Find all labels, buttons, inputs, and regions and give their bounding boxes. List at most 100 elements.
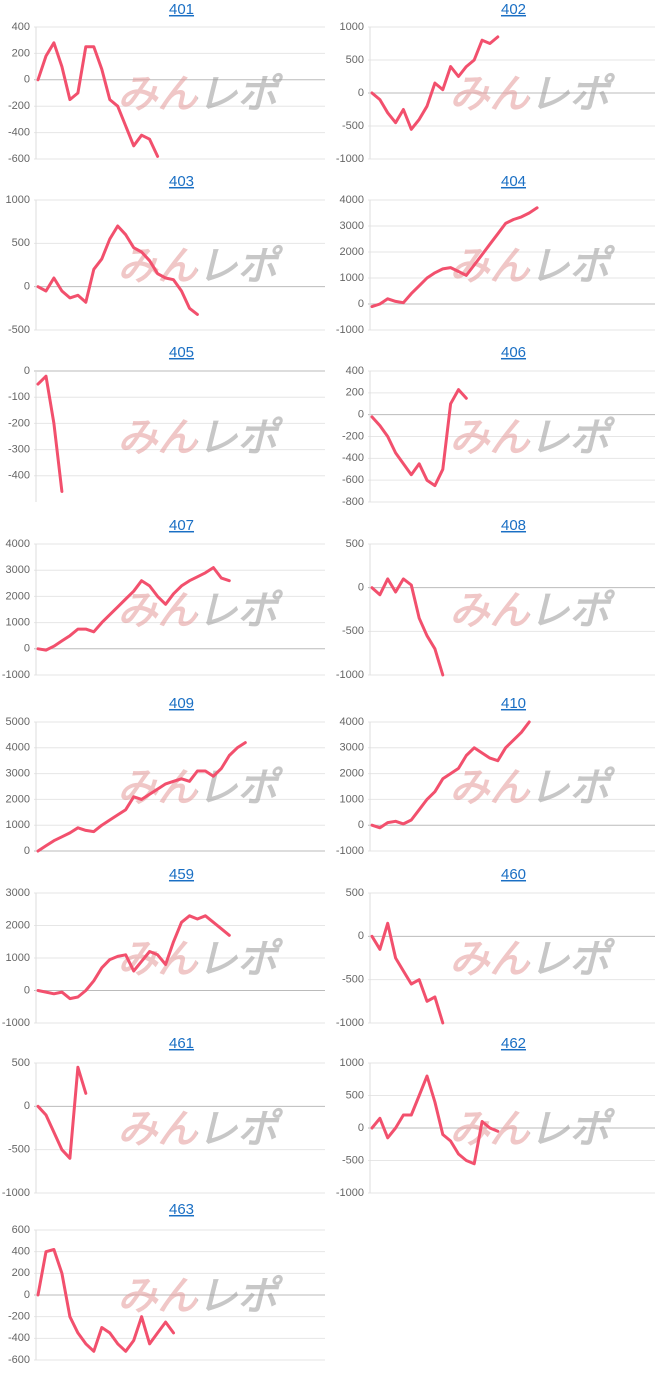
y-tick-label: 200 [12, 1267, 30, 1279]
y-tick-label: 400 [12, 1246, 30, 1258]
y-tick-label: 4000 [340, 194, 364, 206]
y-tick-label: 500 [346, 1089, 364, 1101]
y-tick-label: -1000 [336, 324, 364, 336]
chart-title[interactable]: 410 [501, 695, 526, 712]
chart-title[interactable]: 461 [169, 1035, 194, 1052]
y-tick-label: 0 [24, 281, 30, 293]
y-tick-label: 0 [358, 409, 364, 421]
y-tick-label: 1000 [6, 194, 30, 206]
y-tick-label: 2000 [340, 246, 364, 258]
y-tick-label: 1000 [340, 1057, 364, 1069]
data-line [370, 388, 468, 488]
y-tick-label: -500 [342, 1154, 364, 1166]
data-line [370, 921, 445, 1025]
y-tick-label: 0 [24, 1100, 30, 1112]
watermark: みんレポ [450, 938, 616, 982]
y-tick-label: 500 [346, 538, 364, 550]
watermark: みんレポ [118, 416, 284, 460]
y-tick-label: -1000 [336, 153, 364, 165]
watermark: みんレポ [118, 589, 284, 633]
y-tick-label: 3000 [6, 887, 30, 899]
chart-title[interactable]: 460 [501, 866, 526, 883]
data-line [36, 741, 247, 853]
y-tick-label: -500 [342, 120, 364, 132]
watermark: みんレポ [450, 73, 616, 117]
data-line [370, 720, 531, 830]
y-tick-label: 0 [358, 582, 364, 594]
y-tick-label: 3000 [340, 742, 364, 754]
y-tick-label: 1000 [340, 21, 364, 33]
y-tick-label: -1000 [336, 1187, 364, 1199]
chart-title[interactable]: 462 [501, 1035, 526, 1052]
watermark: みんレポ [450, 416, 616, 460]
y-tick-label: 1000 [6, 952, 30, 964]
y-tick-label: -1000 [336, 845, 364, 857]
chart-title[interactable]: 408 [501, 517, 526, 534]
chart-title[interactable]: 459 [169, 866, 194, 883]
y-tick-label: 500 [12, 1057, 30, 1069]
y-tick-label: 0 [358, 87, 364, 99]
y-tick-label: 500 [12, 237, 30, 249]
chart-title[interactable]: 404 [501, 173, 526, 190]
y-tick-label: -400 [8, 127, 30, 139]
y-tick-label: -1000 [2, 669, 30, 681]
y-tick-label: 200 [346, 387, 364, 399]
watermark: みんレポ [118, 245, 284, 289]
y-tick-label: 2000 [6, 590, 30, 602]
y-tick-label: 1000 [6, 617, 30, 629]
data-line [370, 1074, 500, 1166]
y-tick-label: 0 [358, 298, 364, 310]
y-tick-label: -1000 [336, 1017, 364, 1029]
y-tick-label: -500 [8, 1144, 30, 1156]
y-tick-label: -400 [8, 1332, 30, 1344]
y-tick-label: -1000 [2, 1187, 30, 1199]
y-tick-label: 4000 [6, 538, 30, 550]
y-tick-label: -400 [8, 470, 30, 482]
data-line [36, 1065, 88, 1160]
chart-title[interactable]: 407 [169, 517, 194, 534]
data-line [370, 35, 500, 131]
y-tick-label: -400 [342, 452, 364, 464]
y-tick-label: 0 [24, 643, 30, 655]
y-tick-label: 2000 [6, 793, 30, 805]
y-tick-label: 0 [358, 819, 364, 831]
watermark: みんレポ [450, 589, 616, 633]
watermark: みんレポ [118, 1108, 284, 1152]
chart-title[interactable]: 406 [501, 344, 526, 361]
watermark: みんレポ [450, 1108, 616, 1152]
data-line [36, 1248, 175, 1353]
y-tick-label: 4000 [340, 716, 364, 728]
y-tick-label: -600 [342, 474, 364, 486]
watermark: みんレポ [450, 766, 616, 810]
y-tick-label: 1000 [340, 272, 364, 284]
y-tick-label: -800 [342, 496, 364, 508]
chart-title[interactable]: 409 [169, 695, 194, 712]
y-tick-label: 5000 [6, 716, 30, 728]
y-tick-label: 200 [12, 47, 30, 59]
chart-title[interactable]: 463 [169, 1201, 194, 1218]
y-tick-label: -200 [342, 430, 364, 442]
y-tick-label: -100 [8, 391, 30, 403]
y-tick-label: -500 [342, 974, 364, 986]
y-tick-label: -500 [8, 324, 30, 336]
y-tick-label: 500 [346, 54, 364, 66]
chart-title[interactable]: 403 [169, 173, 194, 190]
watermark: みんレポ [118, 766, 284, 810]
y-tick-label: 1000 [6, 819, 30, 831]
y-tick-label: 2000 [340, 768, 364, 780]
chart-title[interactable]: 402 [501, 1, 526, 18]
chart-title[interactable]: 401 [169, 1, 194, 18]
y-tick-label: 3000 [6, 768, 30, 780]
data-line [36, 566, 231, 652]
y-tick-label: -200 [8, 417, 30, 429]
y-tick-label: 400 [346, 365, 364, 377]
y-tick-label: -600 [8, 153, 30, 165]
y-tick-label: 0 [24, 1289, 30, 1301]
y-tick-label: 0 [358, 930, 364, 942]
y-tick-label: -600 [8, 1354, 30, 1366]
watermark: みんレポ [118, 1275, 284, 1319]
data-line [36, 914, 231, 1001]
data-line [36, 374, 64, 493]
chart-title[interactable]: 405 [169, 344, 194, 361]
